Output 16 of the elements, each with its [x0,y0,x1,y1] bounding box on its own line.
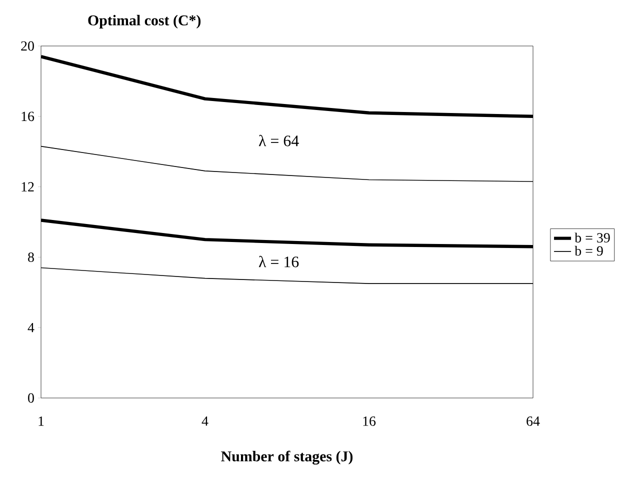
y-tick-label: 4 [28,322,34,332]
annotation: λ = 64 [258,134,299,146]
annotation: λ = 16 [258,256,299,268]
y-tick-label: 8 [28,252,34,262]
y-axis-title: Optimal cost (C*) [88,14,201,28]
y-tick-label: 20 [21,41,34,51]
x-tick-label: 4 [202,416,208,426]
y-tick-label: 12 [22,182,34,192]
legend-label: b = 9 [574,246,603,256]
y-tick-label: 0 [28,393,34,403]
x-tick-label: 16 [363,416,376,426]
x-tick-label: 64 [526,416,540,426]
x-axis-title: Number of stages (J) [221,450,353,465]
x-tick-label: 1 [38,416,44,426]
y-tick-label: 16 [22,112,34,122]
legend-label: b = 39 [574,232,610,243]
